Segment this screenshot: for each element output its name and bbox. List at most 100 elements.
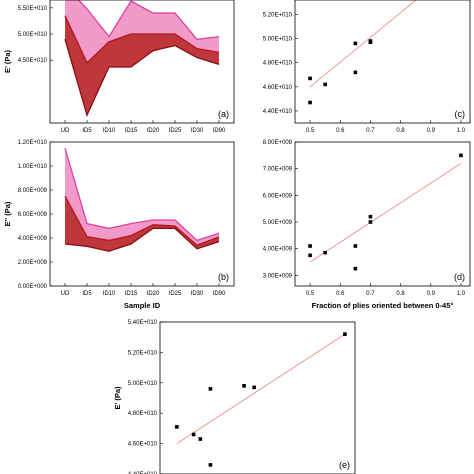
data-point-c	[308, 76, 312, 81]
panel-tag-e: (e)	[339, 460, 350, 470]
y-tick-label-b: 4.00E+009	[18, 236, 48, 242]
panel-tag-d: (d)	[454, 272, 465, 282]
x-tick-label-d: 0.9	[427, 291, 436, 297]
series-line-min-b	[64, 227, 220, 252]
plot-area-a	[64, 0, 220, 118]
y-tick-label-e: 4.40E+010	[128, 472, 158, 474]
x-tick-label-a: ID10	[103, 128, 116, 134]
y-tick-label-a: 4.50E+010	[18, 58, 48, 64]
x-tick-label-a: ID25	[169, 128, 182, 134]
y-tick-label-a: 5.50E+010	[18, 6, 48, 12]
x-tick-label-c: 0.7	[366, 128, 375, 134]
plot-frame-a	[49, 0, 235, 124]
data-point-e	[242, 384, 246, 388]
panel-b: 0.00E+000 2.00E+009 4.00E+009 6.00E+009 8.00…	[3, 140, 235, 310]
y-tick-label-e: 5.40E+010	[128, 320, 158, 326]
data-point-c	[323, 82, 327, 87]
y-tick-label-c: 5.00E+010	[263, 37, 293, 43]
y-tick-label-e: 4.80E+010	[128, 411, 158, 417]
y-tick-label-d: 4.00E+009	[263, 247, 293, 253]
fit-line-d	[309, 162, 462, 263]
x-tick-label-c: 0.5	[306, 128, 315, 134]
y-tick-label-c: 4.80E+010	[263, 61, 293, 67]
y-tick-label-c: 4.60E+010	[263, 85, 293, 91]
data-point-e	[198, 437, 203, 441]
series-line-max-b	[64, 147, 220, 242]
y-tick-label-d: 5.00E+009	[263, 220, 293, 226]
y-tick-label-c: 4.40E+010	[263, 109, 293, 115]
x-tick-label-b: ID20	[147, 291, 160, 297]
data-point-d	[308, 244, 312, 248]
x-tick-label-d: 0.8	[396, 291, 405, 297]
x-axis-title-d: Fraction of plies oriented between 0-45°	[312, 301, 454, 310]
data-point-c	[353, 70, 358, 75]
x-tick-label-d: 0.7	[366, 291, 375, 297]
x-tick-label-d: 1.0	[457, 291, 466, 297]
y-tick-label-d: 8.00E+009	[263, 140, 293, 146]
panel-d: 3.00E+009 4.00E+009 5.00E+009 6.00E+009 7.00…	[263, 140, 471, 310]
x-tick-label-b: ID5	[82, 291, 92, 297]
panel-tag-c: (c)	[455, 109, 466, 119]
x-tick-label-b: ID25	[169, 291, 182, 297]
data-point-d	[323, 250, 327, 255]
y-tick-label-b: 2.00E+009	[18, 260, 48, 266]
data-point-e	[343, 332, 347, 336]
plot-area-e	[175, 332, 347, 467]
data-point-e	[208, 387, 213, 391]
data-point-e	[175, 425, 179, 429]
y-tick-label-b: 1.00E+010	[18, 164, 48, 170]
x-tick-label-a: ID30	[191, 128, 204, 134]
x-tick-label-b: ID90	[213, 291, 226, 297]
x-tick-label-a: ID90	[213, 128, 226, 134]
y-tick-label-c: 5.20E+010	[263, 12, 293, 18]
series-line-mid-b	[64, 195, 220, 246]
data-point-d	[459, 153, 463, 158]
upper-band-b	[65, 148, 219, 246]
y-tick-label-e: 5.00E+010	[128, 381, 158, 387]
y-tick-label-a: 5.00E+010	[18, 32, 48, 38]
data-point-e	[208, 463, 213, 467]
data-point-d	[368, 214, 373, 219]
data-point-d	[308, 253, 312, 258]
panel-e: 4.40E+010 4.60E+010 4.80E+010 5.00E+010 5.20…	[113, 320, 356, 474]
plot-area-d	[308, 153, 463, 271]
panel-c: 4.40E+010 4.60E+010 4.80E+010 5.00E+010 5.20…	[263, 0, 471, 134]
y-tick-label-e: 4.60E+010	[128, 442, 158, 448]
data-point-e	[191, 432, 196, 437]
y-tick-label-b: 0.00E+000	[18, 284, 48, 290]
y-tick-label-d: 3.00E+009	[263, 273, 293, 279]
plot-area-b	[64, 147, 220, 252]
data-point-c	[308, 100, 312, 105]
panel-tag-a: (a)	[218, 109, 229, 119]
plot-frame-e	[159, 321, 356, 474]
data-point-d	[353, 266, 358, 271]
x-tick-label-d: 0.6	[336, 291, 345, 297]
data-point-c	[353, 41, 358, 46]
data-point-c	[368, 40, 373, 45]
y-tick-label-b: 8.00E+009	[18, 188, 48, 194]
x-tick-label-a: ID15	[125, 128, 138, 134]
y-tick-label-b: 6.00E+009	[18, 212, 48, 218]
plot-frame-c	[294, 0, 471, 124]
lower-band-a	[65, 15, 219, 116]
y-tick-label-b: 1.20E+010	[18, 140, 48, 146]
plot-frame-d	[294, 141, 471, 287]
data-point-d	[353, 244, 358, 248]
x-tick-label-c: 0.9	[427, 128, 436, 134]
y-axis-title-e: E' (Pa)	[113, 386, 122, 410]
y-tick-label-d: 6.00E+009	[263, 193, 293, 199]
x-tick-label-b: ID30	[191, 291, 204, 297]
fit-line-c	[309, 0, 417, 88]
upper-band-a	[65, 0, 219, 63]
x-tick-label-d: 0.5	[306, 291, 315, 297]
x-tick-label-a: ID5	[82, 128, 92, 134]
series-line-min-a	[64, 39, 220, 118]
x-tick-label-c: 1.0	[457, 128, 466, 134]
y-axis-title-b: E'' (Pa)	[3, 201, 12, 226]
fit-line-e	[176, 333, 346, 444]
y-tick-label-d: 7.00E+009	[263, 167, 293, 173]
x-tick-label-b: UD	[61, 291, 70, 297]
x-tick-label-c: 0.8	[396, 128, 405, 134]
x-tick-label-a: UD	[61, 128, 70, 134]
